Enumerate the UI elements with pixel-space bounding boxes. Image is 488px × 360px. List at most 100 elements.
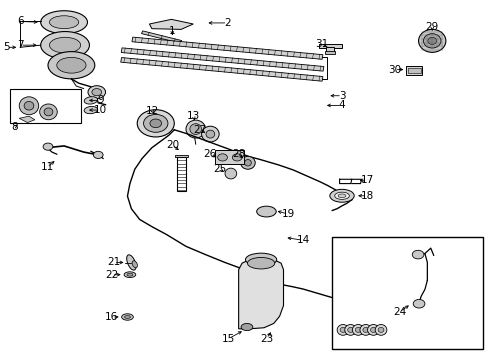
Bar — [132, 37, 322, 59]
Bar — [121, 58, 322, 81]
Text: 7: 7 — [17, 40, 23, 50]
Text: 13: 13 — [186, 111, 200, 121]
Ellipse shape — [19, 97, 39, 115]
Ellipse shape — [418, 30, 445, 52]
Text: 6: 6 — [17, 17, 23, 27]
Text: 21: 21 — [107, 257, 120, 267]
Ellipse shape — [224, 168, 236, 179]
Ellipse shape — [427, 37, 436, 44]
Ellipse shape — [374, 324, 386, 335]
Circle shape — [43, 143, 53, 150]
Text: 3: 3 — [338, 91, 345, 101]
Text: 23: 23 — [259, 333, 272, 343]
Text: 12: 12 — [146, 106, 159, 116]
Bar — [326, 47, 333, 51]
Ellipse shape — [370, 327, 376, 332]
Bar — [121, 48, 323, 71]
Polygon shape — [19, 116, 35, 123]
Polygon shape — [149, 19, 193, 30]
Ellipse shape — [205, 130, 214, 138]
Text: 27: 27 — [193, 125, 206, 135]
Text: 30: 30 — [387, 64, 401, 75]
Ellipse shape — [232, 154, 242, 161]
Text: 8: 8 — [11, 122, 18, 132]
Ellipse shape — [201, 126, 219, 142]
Ellipse shape — [57, 57, 86, 73]
Text: 25: 25 — [213, 164, 226, 174]
Text: 14: 14 — [296, 235, 309, 245]
Text: 24: 24 — [392, 307, 406, 317]
Ellipse shape — [359, 324, 371, 335]
Ellipse shape — [217, 154, 227, 161]
Ellipse shape — [189, 124, 201, 134]
Bar — [175, 154, 187, 157]
Text: 18: 18 — [360, 191, 373, 201]
Circle shape — [143, 114, 167, 132]
Text: 1: 1 — [169, 26, 175, 36]
Ellipse shape — [132, 261, 137, 268]
Ellipse shape — [49, 37, 81, 53]
Ellipse shape — [240, 156, 255, 169]
Ellipse shape — [362, 327, 368, 332]
Text: 10: 10 — [94, 105, 107, 115]
Polygon shape — [238, 260, 283, 329]
Text: 31: 31 — [314, 40, 327, 49]
Ellipse shape — [126, 255, 136, 270]
Ellipse shape — [122, 314, 133, 320]
Ellipse shape — [49, 16, 79, 29]
Ellipse shape — [127, 273, 133, 276]
Text: 26: 26 — [203, 149, 217, 159]
Ellipse shape — [334, 192, 348, 199]
Ellipse shape — [84, 107, 98, 114]
Text: 28: 28 — [231, 149, 245, 159]
Ellipse shape — [347, 327, 353, 332]
Ellipse shape — [339, 327, 345, 332]
Text: 16: 16 — [105, 312, 118, 322]
Circle shape — [137, 110, 174, 137]
Circle shape — [93, 151, 103, 158]
Circle shape — [412, 300, 424, 308]
Ellipse shape — [337, 194, 345, 198]
Text: 9: 9 — [97, 95, 104, 105]
Bar — [177, 157, 185, 192]
Ellipse shape — [41, 32, 89, 59]
Bar — [141, 31, 182, 43]
Ellipse shape — [377, 327, 383, 332]
Ellipse shape — [24, 102, 34, 110]
Ellipse shape — [336, 324, 348, 335]
Bar — [10, 89, 81, 123]
Text: 20: 20 — [165, 140, 179, 150]
Ellipse shape — [44, 108, 53, 116]
Text: 15: 15 — [222, 333, 235, 343]
Ellipse shape — [41, 11, 87, 34]
Ellipse shape — [367, 324, 379, 335]
Circle shape — [411, 250, 423, 259]
Bar — [331, 237, 483, 348]
Text: 29: 29 — [425, 22, 438, 32]
Ellipse shape — [244, 159, 251, 166]
Ellipse shape — [247, 257, 274, 269]
Ellipse shape — [352, 324, 364, 335]
Text: 17: 17 — [360, 175, 373, 185]
Bar — [406, 66, 421, 75]
Ellipse shape — [329, 189, 353, 202]
Ellipse shape — [48, 51, 95, 79]
Circle shape — [150, 119, 161, 128]
Ellipse shape — [355, 327, 361, 332]
Text: 2: 2 — [224, 18, 230, 28]
Ellipse shape — [185, 120, 205, 138]
Ellipse shape — [40, 104, 57, 120]
Text: 22: 22 — [105, 270, 118, 280]
Ellipse shape — [423, 34, 440, 48]
Ellipse shape — [124, 272, 136, 278]
Bar — [318, 44, 341, 48]
Text: 11: 11 — [41, 162, 54, 172]
Ellipse shape — [84, 97, 98, 104]
Ellipse shape — [344, 324, 356, 335]
Bar — [325, 51, 334, 54]
Ellipse shape — [124, 316, 130, 319]
Ellipse shape — [241, 323, 252, 330]
Circle shape — [92, 89, 102, 96]
Ellipse shape — [245, 253, 276, 266]
Text: 19: 19 — [281, 209, 294, 219]
